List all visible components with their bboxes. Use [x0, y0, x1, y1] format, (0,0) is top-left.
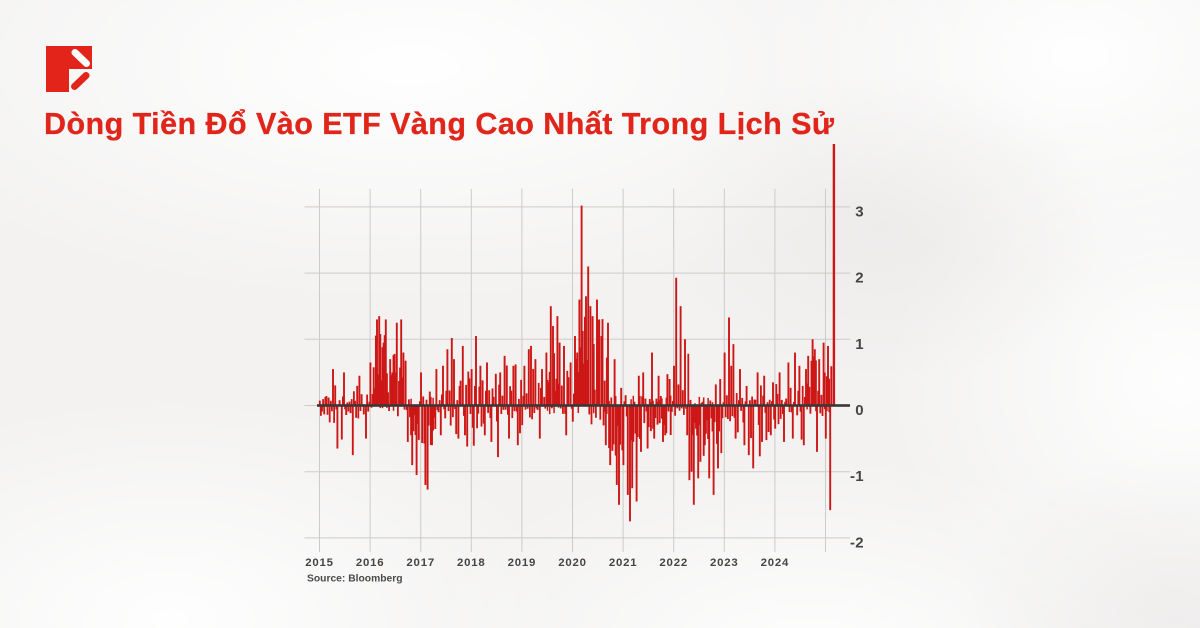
svg-text:2021: 2021 — [609, 557, 638, 569]
svg-text:1: 1 — [855, 336, 864, 353]
svg-text:2022: 2022 — [659, 557, 688, 569]
svg-text:2016: 2016 — [356, 557, 385, 569]
svg-text:-2: -2 — [850, 534, 864, 551]
svg-text:2015: 2015 — [305, 557, 334, 569]
svg-text:-1: -1 — [850, 468, 864, 485]
svg-text:2017: 2017 — [406, 557, 435, 569]
svg-text:3: 3 — [855, 203, 864, 220]
svg-text:2024: 2024 — [761, 557, 790, 569]
svg-text:0: 0 — [855, 402, 864, 419]
svg-text:Source: Bloomberg: Source: Bloomberg — [307, 573, 403, 584]
svg-text:2019: 2019 — [508, 557, 537, 569]
svg-text:2020: 2020 — [558, 557, 587, 569]
svg-text:2018: 2018 — [457, 557, 486, 569]
svg-text:2: 2 — [855, 270, 864, 287]
svg-text:2023: 2023 — [710, 557, 739, 569]
